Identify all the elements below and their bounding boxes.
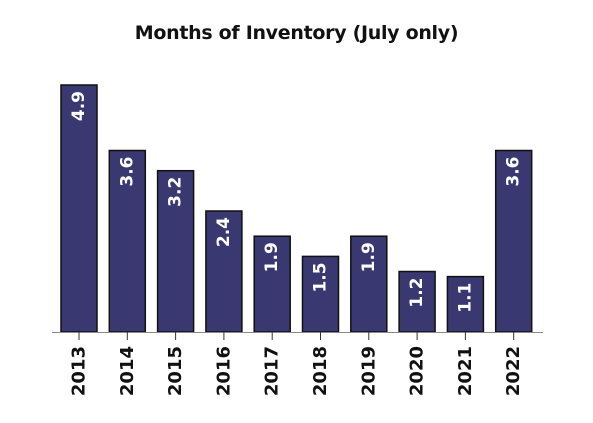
bar-2018 [301,255,340,333]
x-tick-label-2021: 2021 [455,346,476,396]
x-tick-label-2013: 2013 [69,346,90,396]
data-label-2015: 3.2 [166,177,186,207]
x-tick-label-2019: 2019 [358,346,379,396]
data-labels-layer: 4.9 3.6 3.2 2.4 1.9 1.5 1.9 1.2 1.1 3.6 [69,91,524,313]
bar-2013 [60,84,98,333]
ticks-layer [78,332,515,340]
x-tick-labels-layer: 2013 2014 2015 2016 2017 2018 2019 2020 2021 2022 [69,346,525,396]
data-label-2021: 1.1 [455,283,475,313]
bars-layer [60,84,533,333]
data-label-2022: 3.6 [504,157,524,187]
x-tick-label-2018: 2018 [310,346,331,396]
x-tick-label-2017: 2017 [262,346,283,396]
data-label-2016: 2.4 [214,217,234,247]
data-label-2014: 3.6 [117,157,137,187]
x-tick-label-2016: 2016 [213,346,234,396]
chart-title: Months of Inventory (July only) [134,22,459,44]
x-tick-label-2014: 2014 [117,346,138,396]
x-tick-label-2020: 2020 [407,346,428,396]
bar-2016 [205,210,243,333]
bar-2019 [350,235,388,333]
x-tick-label-2015: 2015 [165,346,186,396]
bar-2021 [446,275,485,333]
data-label-2018: 1.5 [311,262,331,292]
x-tick-label-2022: 2022 [503,346,524,396]
data-label-2020: 1.2 [407,278,427,308]
data-label-2019: 1.9 [359,242,379,272]
data-label-2013: 4.9 [69,91,89,121]
bar-2015 [156,169,195,333]
bar-2020 [398,270,436,333]
data-label-2017: 1.9 [262,242,282,272]
